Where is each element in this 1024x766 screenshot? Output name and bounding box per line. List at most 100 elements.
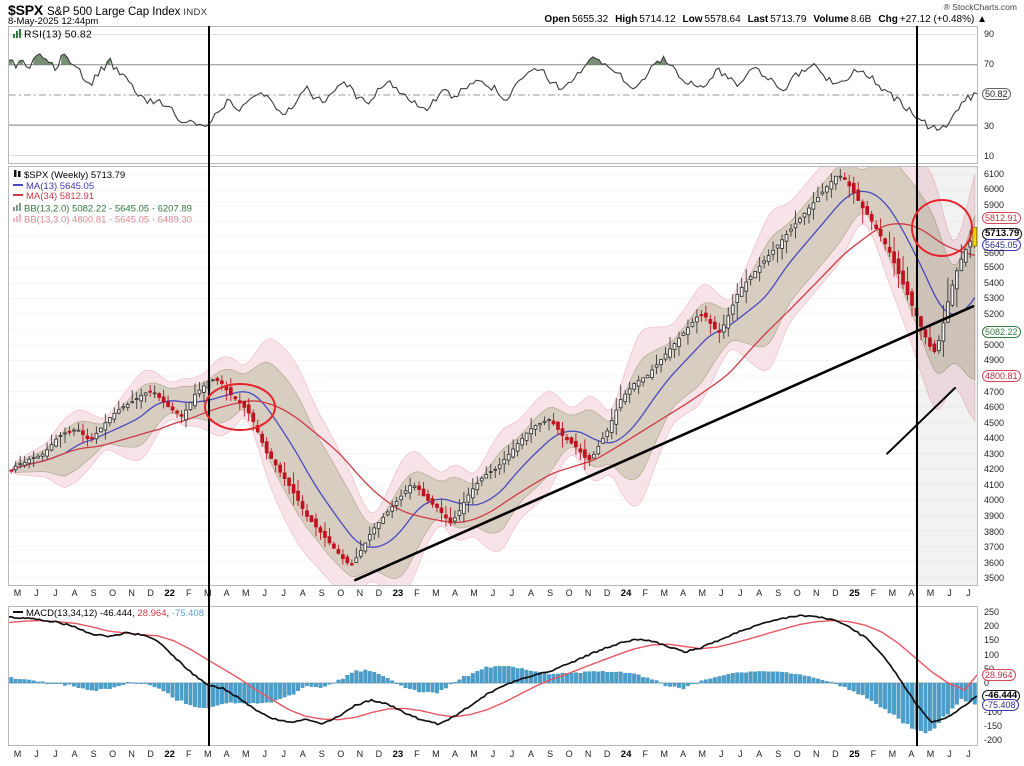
- x-axis-middle-label: F: [642, 588, 648, 598]
- high-value: 5714.12: [639, 14, 676, 25]
- rsi-tick: 10: [984, 151, 995, 162]
- macd-callout-hist: -75.408: [982, 698, 1019, 711]
- symbol-line: $SPX S&P 500 Large Cap Index INDX: [8, 2, 207, 20]
- x-axis-middle-label: J: [53, 588, 58, 598]
- x-axis-middle-label: F: [185, 588, 192, 598]
- price-tick: 4000: [984, 495, 1005, 506]
- x-axis-middle-label: O: [337, 588, 345, 598]
- index-name: S&P 500 Large Cap Index: [47, 6, 181, 18]
- price-tick: 5900: [984, 199, 1005, 210]
- x-axis-middle-label: 24: [620, 588, 632, 599]
- price-tick: 3900: [984, 511, 1005, 521]
- x-axis-bottom-label: 24: [620, 749, 632, 760]
- x-axis-middle-label: M: [204, 588, 212, 598]
- price-tick: 4500: [984, 417, 1005, 428]
- price-tick: 4700: [984, 386, 1005, 397]
- price-tick: 6100: [984, 168, 1005, 179]
- price-callout-ma13: 5645.05: [982, 238, 1021, 251]
- x-axis-bottom-label: J: [947, 749, 952, 759]
- price-tick: 5000: [984, 339, 1005, 350]
- macd-plot: [9, 614, 977, 734]
- x-axis-bottom-label: F: [870, 749, 877, 759]
- x-axis-bottom-label: J: [281, 749, 287, 759]
- price-panel: $SPX (Weekly) 5713.79 MA(13) 5645.05 MA(…: [8, 166, 978, 586]
- x-axis-bottom-label: 25: [849, 749, 860, 760]
- x-axis-bottom-label: D: [603, 749, 611, 759]
- exchange-code: INDX: [183, 7, 208, 18]
- x-axis-bottom-label: S: [318, 749, 325, 759]
- macd-callout-signal: 28.964: [982, 668, 1016, 681]
- rsi-tick: 90: [984, 28, 995, 39]
- x-axis-middle-label: A: [451, 588, 459, 598]
- x-axis-bottom-label: F: [642, 749, 648, 759]
- volume-label: Volume: [813, 14, 849, 25]
- x-axis-bottom-label: S: [547, 749, 554, 759]
- x-axis-middle-label: S: [90, 588, 97, 598]
- chg-value: +27.12 (+0.48%) ▲: [899, 14, 987, 25]
- annotation-ellipse-right: [911, 199, 973, 257]
- x-axis-middle-label: D: [832, 588, 839, 598]
- x-axis-bottom-label: O: [565, 749, 573, 759]
- macd-y-axis: 250200150100500-50-100-150-20028.964-46.…: [980, 606, 1024, 746]
- x-axis-bottom-label: F: [185, 749, 192, 759]
- x-axis-middle-label: M: [13, 588, 22, 598]
- x-axis-middle-label: 25: [849, 588, 860, 599]
- x-axis-bottom-label: N: [356, 749, 364, 759]
- x-axis-bottom-label: M: [698, 749, 706, 759]
- x-axis-middle-label: O: [793, 588, 801, 598]
- x-axis-bottom-label: S: [775, 749, 782, 759]
- price-y-axis: 6100 6000 5900 5500 5400 5300 5200 5000 4900 4700…: [980, 166, 1024, 586]
- x-axis-bottom-label: N: [584, 749, 592, 759]
- price-tick: 5200: [984, 308, 1005, 319]
- x-axis-bottom-label: O: [337, 749, 345, 759]
- rsi-panel: RSI(13) 50.82: [8, 26, 978, 164]
- x-axis-middle-label: J: [509, 588, 515, 598]
- x-axis-middle-label: F: [870, 588, 877, 598]
- x-axis-middle-label: A: [71, 588, 78, 598]
- x-axis-bottom-label: M: [241, 749, 250, 759]
- x-axis-middle-label: N: [356, 588, 364, 598]
- x-axis-bottom-label: J: [262, 749, 268, 759]
- price-tick: 5400: [984, 277, 1005, 288]
- x-axis-bottom-label: M: [926, 749, 935, 759]
- x-axis-middle-label: J: [966, 588, 971, 598]
- x-axis-middle-label: D: [603, 588, 611, 598]
- chart-datetime: 8-May-2025 12:44pm: [8, 16, 99, 27]
- x-axis-middle-label: S: [318, 588, 325, 598]
- price-tick: 4900: [984, 355, 1005, 366]
- x-axis-middle-label: J: [281, 588, 287, 598]
- price-callout-bb2: 5082.22: [982, 326, 1021, 339]
- x-axis-middle-label: N: [813, 588, 820, 598]
- rsi-current-value: 50.82: [982, 87, 1011, 100]
- x-axis-bottom-label: D: [147, 749, 154, 759]
- x-axis-middle-label: M: [888, 588, 897, 598]
- x-axis-middle-label: J: [34, 588, 39, 598]
- price-tick: 3700: [984, 542, 1005, 553]
- x-axis-middle-label: D: [375, 588, 383, 598]
- x-axis-bottom-label: M: [203, 749, 212, 759]
- x-axis-bottom-label: M: [432, 749, 440, 759]
- x-axis-bottom-label: A: [908, 749, 915, 759]
- x-axis-bottom-label: F: [414, 749, 420, 759]
- low-label: Low: [682, 14, 703, 25]
- x-axis-bottom-label: J: [966, 749, 971, 759]
- price-callout-ma34: 5812.91: [982, 212, 1021, 225]
- low-value: 5578.64: [704, 14, 741, 25]
- last-label: Last: [747, 14, 769, 25]
- x-axis-middle-label: O: [109, 588, 117, 598]
- x-axis-bottom-label: A: [680, 749, 687, 759]
- x-axis-middle-label: M: [432, 588, 440, 598]
- ticker-symbol: $SPX: [8, 2, 43, 18]
- macd-tick: -200: [984, 735, 1003, 746]
- annotation-ellipse-left: [204, 383, 276, 431]
- x-axis-middle-label: A: [299, 588, 306, 598]
- x-axis-middle-label: A: [908, 588, 915, 598]
- price-tick: 3500: [984, 573, 1005, 584]
- price-tick: 4100: [984, 479, 1005, 490]
- macd-tick: 150: [984, 635, 1000, 646]
- stockcharts-credit: ® StockCharts.com: [943, 2, 1017, 12]
- x-axis-middle-label: N: [128, 588, 135, 598]
- x-axis-bottom-label: A: [527, 749, 535, 759]
- price-tick: 3800: [984, 526, 1005, 537]
